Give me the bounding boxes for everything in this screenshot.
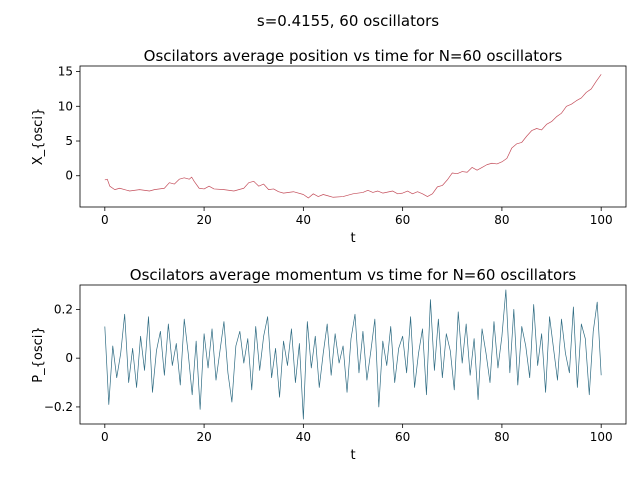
position-x-tick-label: 80 xyxy=(494,213,509,227)
position-x-axis-label: t xyxy=(350,231,355,246)
momentum-x-tick-label: 40 xyxy=(296,430,311,444)
momentum-axes-frame xyxy=(79,284,627,425)
position-y-axis-label: X_{osci} xyxy=(31,108,46,165)
momentum-series-line xyxy=(104,289,602,420)
position-series-line xyxy=(104,74,602,199)
momentum-x-tick-label: 100 xyxy=(590,430,613,444)
position-chart-title: Oscilators average position vs time for … xyxy=(144,47,563,65)
position-y-tick-label: 0 xyxy=(65,169,73,183)
momentum-x-axis-label: t xyxy=(350,448,355,463)
momentum-y-tick-label: 0 xyxy=(65,351,73,365)
momentum-x-tick-label: 60 xyxy=(395,430,410,444)
momentum-x-tick-label: 20 xyxy=(196,430,211,444)
position-y-tick-label: 15 xyxy=(58,65,73,79)
position-x-tick-label: 20 xyxy=(196,213,211,227)
momentum-chart-title: Oscilators average momentum vs time for … xyxy=(130,266,577,284)
position-x-tick-label: 0 xyxy=(101,213,109,227)
momentum-y-tick-label: −0.2 xyxy=(44,400,73,414)
position-y-tick-label: 10 xyxy=(58,99,73,113)
position-chart: Oscilators average position vs time for … xyxy=(31,47,627,246)
position-x-tick-label: 60 xyxy=(395,213,410,227)
momentum-chart: Oscilators average momentum vs time for … xyxy=(31,266,627,463)
momentum-y-tick-label: 0.2 xyxy=(54,302,73,316)
position-x-tick-label: 100 xyxy=(590,213,613,227)
position-y-tick-label: 5 xyxy=(65,134,73,148)
figure-suptitle: s=0.4155, 60 oscillators xyxy=(257,12,439,30)
momentum-x-tick-label: 0 xyxy=(101,430,109,444)
position-axes-frame xyxy=(79,65,627,208)
position-x-tick-label: 40 xyxy=(296,213,311,227)
momentum-x-tick-label: 80 xyxy=(494,430,509,444)
momentum-y-axis-label: P_{osci} xyxy=(31,326,46,382)
